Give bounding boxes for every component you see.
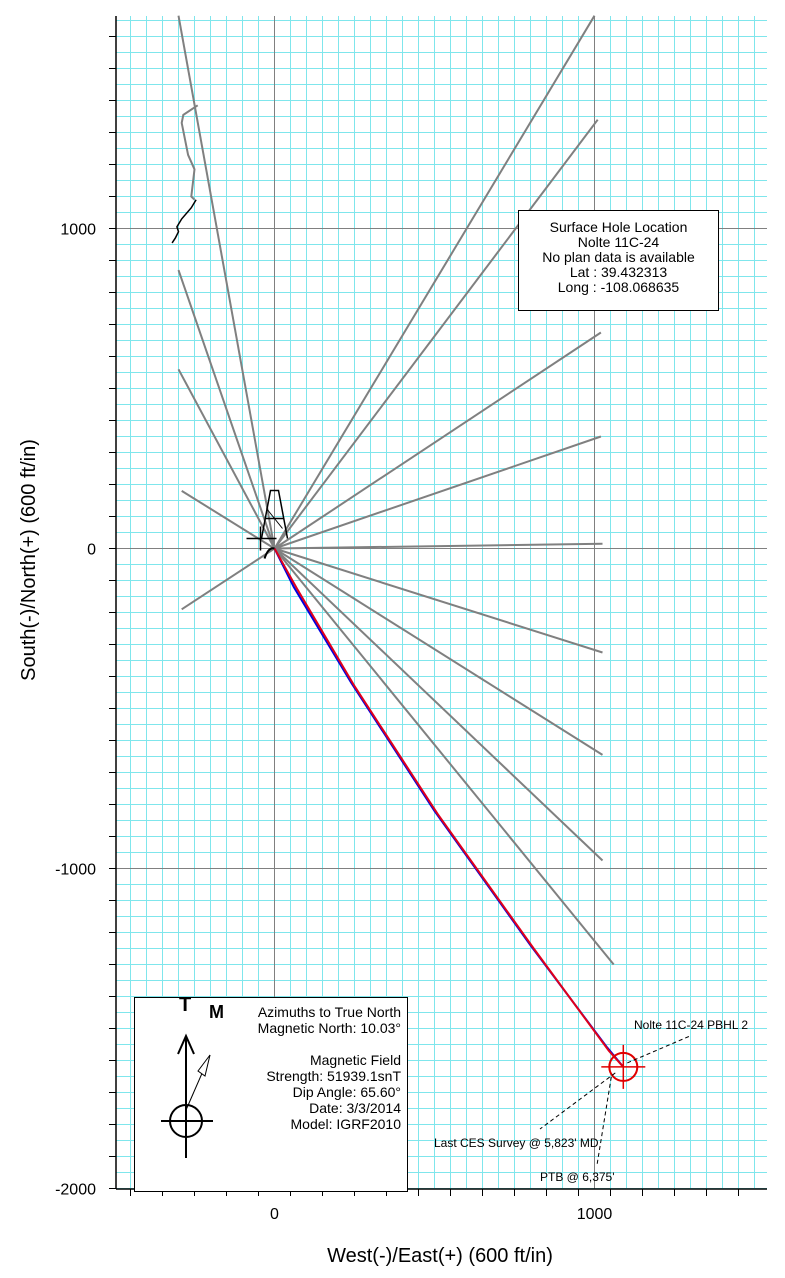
shl-well: Nolte 11C-24 <box>577 234 660 250</box>
callout-leader-survey <box>539 1072 616 1130</box>
y-tick-label: -1000 <box>55 862 96 879</box>
trace-line <box>171 199 197 244</box>
shl-lat: Lat : 39.432313 <box>569 264 668 280</box>
field-strength: Strength: 51939.1snT <box>266 1068 401 1084</box>
x-axis-title: West(-)/East(+) (600 ft/in) <box>327 1245 553 1267</box>
y-axis-title: South(-)/North(+) (600 ft/in) <box>18 439 40 681</box>
offset-well-line <box>273 119 599 550</box>
offset-well-line <box>181 547 276 611</box>
callout-leader-pbhl <box>627 1035 691 1064</box>
north-reference-text: Azimuths to True North Magnetic North: 1… <box>215 1004 401 1132</box>
model-date: Date: 3/3/2014 <box>309 1100 401 1116</box>
offset-well-line <box>274 547 603 654</box>
offset-wells <box>171 15 615 966</box>
x-tick-label: 1000 <box>577 1206 613 1223</box>
callout-last-survey: Last CES Survey @ 5,823' MD <box>434 1136 599 1150</box>
derrick-legs <box>260 489 289 539</box>
callout-pbhl: Nolte 11C-24 PBHL 2 <box>634 1018 748 1032</box>
offset-well-line <box>177 368 276 549</box>
callout-leader-ptb <box>596 1076 612 1166</box>
minor-grid <box>116 16 767 1189</box>
pbhl-target <box>601 1044 646 1089</box>
offset-well-line <box>274 542 603 550</box>
magnetic-north-value: Magnetic North: 10.03° <box>257 1020 401 1036</box>
offset-well-line <box>273 331 602 550</box>
rig-icon <box>246 489 289 559</box>
true-north-label: T <box>179 994 192 1016</box>
tick-labels: 0 1000 1000 0 -1000 -2000 <box>55 222 612 1224</box>
azimuth-reference: Azimuths to True North <box>257 1004 401 1020</box>
shl-long: Long : -108.068635 <box>557 279 680 295</box>
wellbore-paths <box>273 548 625 1068</box>
y-tick-label: 0 <box>87 542 96 559</box>
derrick-cross <box>266 508 283 529</box>
magnetic-north-label: M <box>209 1002 224 1022</box>
shl-note: No plan data is available <box>542 249 695 265</box>
survey-path-line <box>273 548 625 1068</box>
offset-well-line <box>177 269 276 549</box>
callouts: Nolte 11C-24 PBHL 2 Last CES Survey @ 5,8… <box>434 1018 748 1184</box>
offset-well-line <box>274 435 602 550</box>
shl-title: Surface Hole Location <box>549 219 688 235</box>
magnetic-field-heading: Magnetic Field <box>309 1052 401 1068</box>
north-arrow-icon <box>161 1033 213 1158</box>
offset-well-line <box>273 547 604 756</box>
callout-ptb: PTB @ 6,375' <box>540 1170 615 1184</box>
offset-well-line <box>177 15 276 549</box>
offset-well-line <box>273 547 615 966</box>
y-tick-label: -2000 <box>55 1182 96 1199</box>
surface-hole-location-box: Surface Hole Location Nolte 11C-24 No pl… <box>518 210 719 311</box>
north-reference-box: T M Azimuths to True North Magnetic Nort… <box>134 994 408 1192</box>
dip-angle: Dip Angle: 65.60° <box>292 1084 401 1100</box>
offset-well-line <box>273 547 604 862</box>
x-tick-label: 0 <box>270 1206 279 1223</box>
model-name: Model: IGRF2010 <box>290 1116 402 1132</box>
offset-well-fragment <box>180 104 199 201</box>
surface-marker <box>263 547 275 559</box>
planned-path-line <box>273 548 625 1068</box>
y-tick-label: 1000 <box>60 222 96 239</box>
offset-well-line <box>273 15 596 550</box>
